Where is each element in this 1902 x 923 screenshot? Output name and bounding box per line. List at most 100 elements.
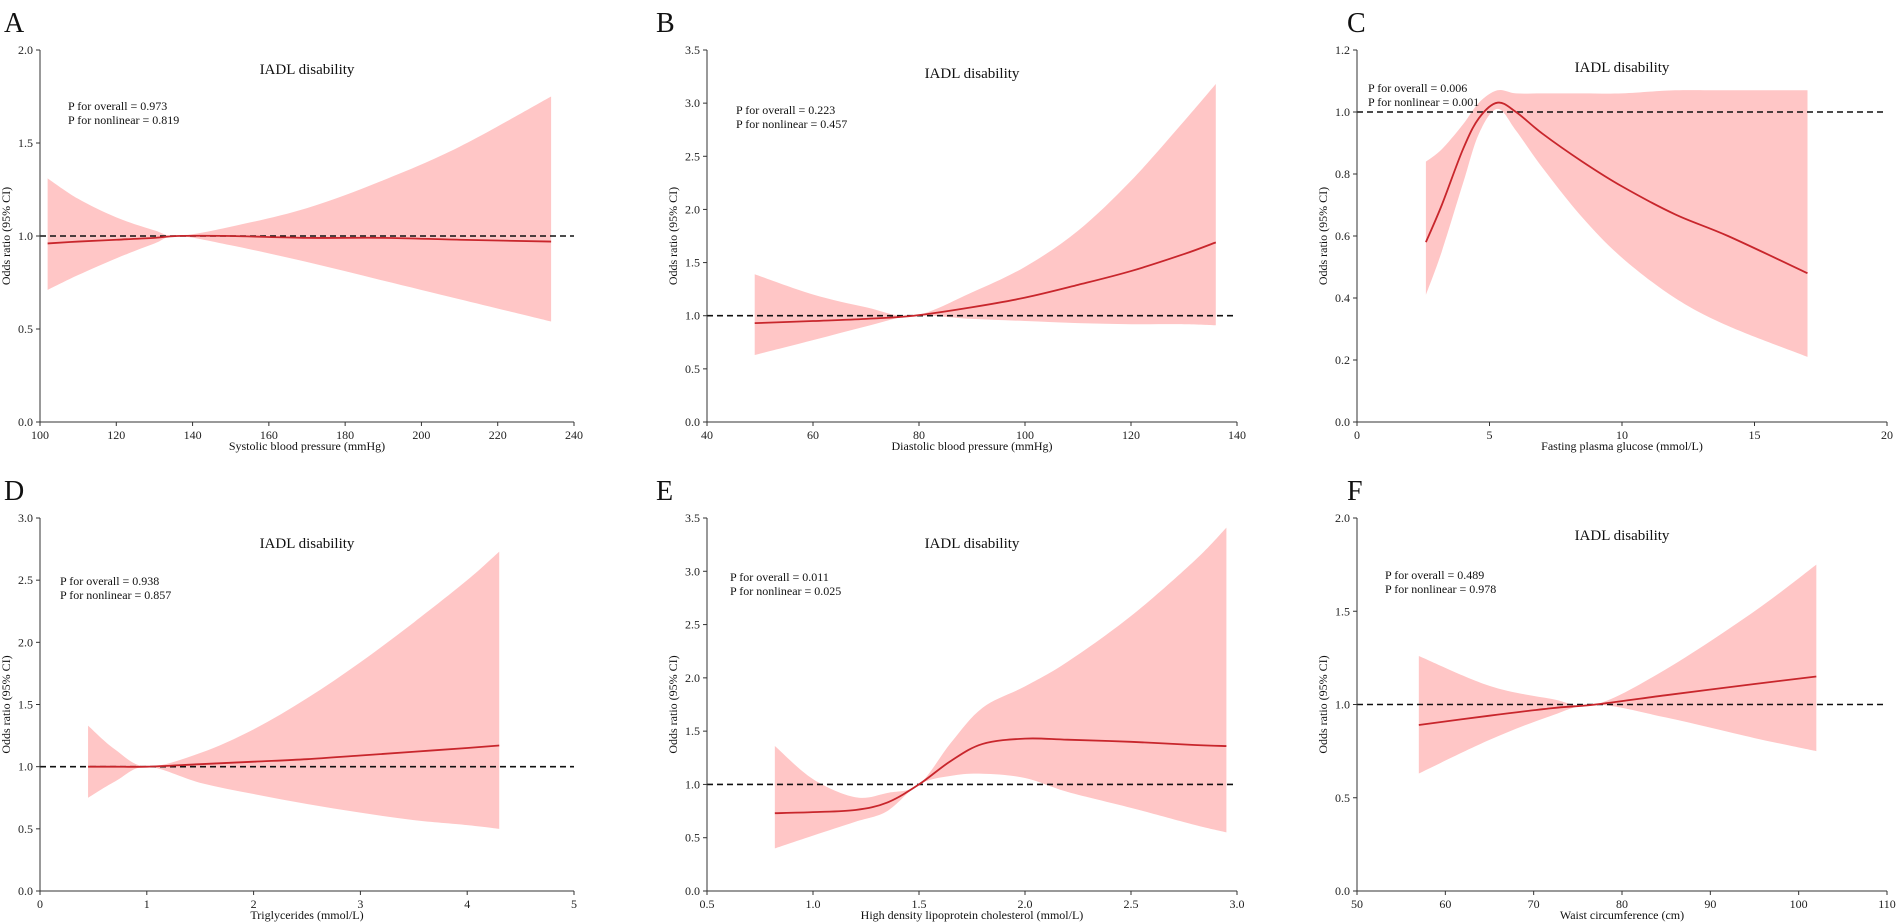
x-tick-label: 70 <box>1528 897 1540 911</box>
x-axis-label: Waist circumference (cm) <box>1560 908 1684 922</box>
y-tick-label: 1.2 <box>1335 43 1350 57</box>
odds-ratio-line <box>1418 675 1817 726</box>
panel-b: 0.0 0.5 1.0 1.5 2.0 2.5 3.0 3.5 40 60 80 100 120 140 D… <box>656 8 1246 453</box>
p-value-annotation: P for nonlinear = 0.819 <box>68 113 179 127</box>
x-tick-label: 90 <box>1704 897 1716 911</box>
p-value-annotation: P for nonlinear = 0.857 <box>60 588 171 602</box>
panel-letter: D <box>4 476 24 507</box>
panel-d: 0.0 0.5 1.0 1.5 2.0 2.5 3.0 0 1 2 3 4 5 Triglycerides… <box>0 476 577 922</box>
y-tick-label: 0.2 <box>1335 353 1350 367</box>
x-tick-label: 4 <box>464 897 470 911</box>
y-tick-label: 2.0 <box>685 671 700 685</box>
y-tick-label: 0.0 <box>18 884 33 898</box>
y-axis-label: Odds ratio (95% CI) <box>666 655 680 753</box>
y-tick-label: 1.5 <box>18 698 33 712</box>
x-tick-label: 1 <box>144 897 150 911</box>
x-tick-label: 20 <box>1881 428 1893 442</box>
p-value-annotation: P for nonlinear = 0.978 <box>1385 582 1496 596</box>
y-tick-label: 0.5 <box>685 362 700 376</box>
ci-band <box>1418 564 1817 774</box>
p-value-annotation: P for nonlinear = 0.025 <box>730 584 841 598</box>
x-axis-label: High density lipoprotein cholesterol (mm… <box>861 908 1084 922</box>
plot-title: IADL disability <box>925 66 1020 82</box>
panel-letter: F <box>1347 476 1363 507</box>
x-axis-label: Triglycerides (mmol/L) <box>250 908 363 922</box>
odds-ratio-line <box>754 241 1217 325</box>
y-tick-label: 2.0 <box>18 43 33 57</box>
x-tick-label: 80 <box>913 428 925 442</box>
x-tick-label: 140 <box>1228 428 1246 442</box>
p-value-annotation: P for overall = 0.489 <box>1385 568 1484 582</box>
x-tick-label: 100 <box>1016 428 1034 442</box>
p-value-annotation: P for nonlinear = 0.457 <box>736 117 847 131</box>
x-tick-label: 80 <box>1616 897 1628 911</box>
plot-title: IADL disability <box>1575 60 1670 76</box>
plot-title: IADL disability <box>260 536 355 552</box>
x-tick-label: 5 <box>571 897 577 911</box>
ci-band <box>774 527 1227 849</box>
y-tick-label: 1.5 <box>18 136 33 150</box>
y-axis-label: Odds ratio (95% CI) <box>0 655 13 753</box>
x-tick-label: 5 <box>1487 428 1493 442</box>
p-value-annotation: P for overall = 0.973 <box>68 99 167 113</box>
odds-ratio-line <box>88 744 500 768</box>
p-value-annotation: P for nonlinear = 0.001 <box>1368 95 1479 109</box>
plot-title: IADL disability <box>260 62 355 78</box>
x-axis-label: Systolic blood pressure (mmHg) <box>229 439 385 453</box>
y-tick-label: 0.5 <box>18 822 33 836</box>
y-tick-label: 0.5 <box>1335 791 1350 805</box>
x-tick-label: 1.0 <box>806 897 821 911</box>
y-tick-label: 1.5 <box>1335 604 1350 618</box>
ci-band <box>1425 89 1808 357</box>
x-tick-label: 140 <box>184 428 202 442</box>
y-tick-label: 1.0 <box>685 309 700 323</box>
y-tick-label: 2.5 <box>685 149 700 163</box>
x-tick-label: 2.0 <box>1018 897 1033 911</box>
y-tick-label: 0.0 <box>18 415 33 429</box>
x-tick-label: 180 <box>336 428 354 442</box>
y-tick-label: 3.0 <box>18 511 33 525</box>
x-tick-label: 110 <box>1878 897 1896 911</box>
y-tick-label: 1.0 <box>685 777 700 791</box>
panel-c: 0.0 0.2 0.4 0.6 0.8 1.0 1.2 0 5 10 15 20 Fasting pla… <box>1316 8 1893 453</box>
y-tick-label: 3.0 <box>685 96 700 110</box>
y-tick-label: 2.5 <box>18 573 33 587</box>
p-value-annotation: P for overall = 0.938 <box>60 574 159 588</box>
y-tick-label: 1.5 <box>685 256 700 270</box>
panel-f: 0.0 0.5 1.0 1.5 2.0 50 60 70 80 90 100 110 Waist cir… <box>1316 476 1896 922</box>
y-tick-label: 3.5 <box>685 511 700 525</box>
ci-band <box>754 84 1216 356</box>
y-tick-label: 0.0 <box>1335 415 1350 429</box>
y-axis-label: Odds ratio (95% CI) <box>1316 655 1330 753</box>
plot-title: IADL disability <box>925 536 1020 552</box>
odds-ratio-line <box>1425 101 1808 275</box>
x-tick-label: 160 <box>260 428 278 442</box>
x-tick-label: 120 <box>1122 428 1140 442</box>
y-tick-label: 1.0 <box>18 760 33 774</box>
panel-a: 0.0 0.5 1.0 1.5 2.0 100 120 140 160 180 200 220 240 S… <box>0 8 583 453</box>
y-tick-label: 2.5 <box>685 618 700 632</box>
y-axis-label: Odds ratio (95% CI) <box>666 187 680 285</box>
y-tick-label: 0.0 <box>685 415 700 429</box>
x-tick-label: 2.5 <box>1124 897 1139 911</box>
odds-ratio-line <box>47 234 552 245</box>
x-tick-label: 10 <box>1616 428 1628 442</box>
y-tick-label: 1.5 <box>685 724 700 738</box>
y-axis-label: Odds ratio (95% CI) <box>1316 187 1330 285</box>
x-tick-label: 40 <box>701 428 713 442</box>
x-tick-label: 1.5 <box>912 897 927 911</box>
x-axis-label: Diastolic blood pressure (mmHg) <box>892 439 1053 453</box>
x-tick-label: 3.0 <box>1230 897 1245 911</box>
x-tick-label: 0 <box>37 897 43 911</box>
x-tick-label: 3 <box>357 897 363 911</box>
y-tick-label: 2.0 <box>1335 511 1350 525</box>
y-tick-label: 3.0 <box>685 564 700 578</box>
x-tick-label: 120 <box>107 428 125 442</box>
y-tick-label: 0.5 <box>685 831 700 845</box>
plot-title: IADL disability <box>1575 528 1670 544</box>
y-tick-label: 1.0 <box>18 229 33 243</box>
y-tick-label: 0.0 <box>1335 884 1350 898</box>
x-tick-label: 100 <box>1790 897 1808 911</box>
x-tick-label: 2 <box>251 897 257 911</box>
